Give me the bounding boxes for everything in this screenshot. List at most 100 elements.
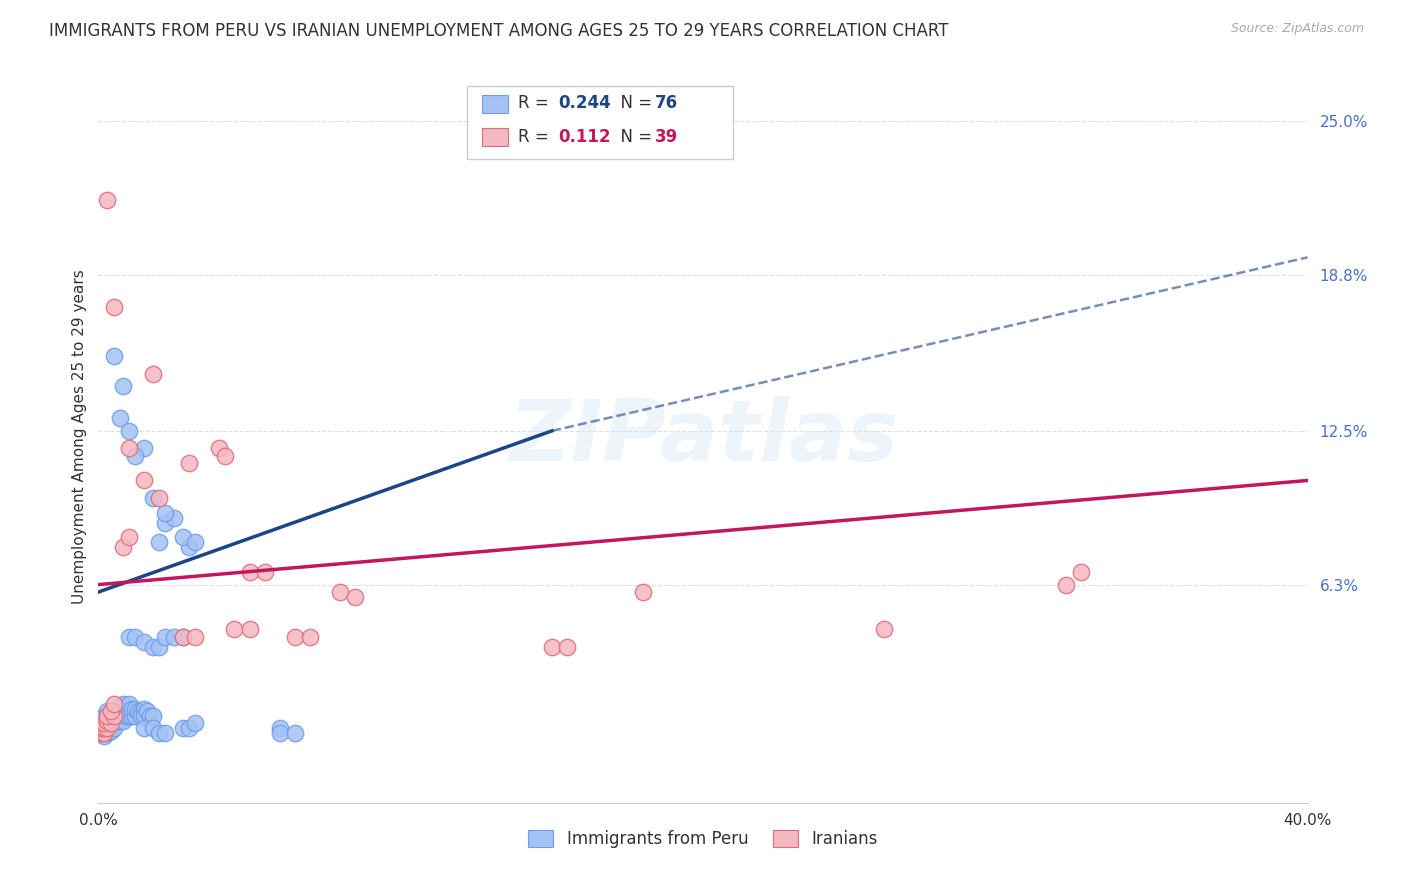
- Point: [108, 714, 131, 728]
- Point: [96, 194, 118, 208]
- Point: [93, 729, 115, 743]
- Point: [269, 722, 291, 736]
- Point: [100, 716, 122, 731]
- Text: N =: N =: [610, 128, 657, 146]
- Point: [90, 722, 112, 736]
- Point: [105, 709, 128, 723]
- Point: [153, 726, 176, 740]
- Point: [124, 701, 146, 715]
- Point: [114, 704, 136, 718]
- Text: 76: 76: [655, 94, 678, 112]
- Point: [100, 719, 122, 733]
- Point: [329, 585, 352, 599]
- Point: [90, 726, 112, 740]
- Text: R =: R =: [517, 128, 560, 146]
- Point: [269, 726, 291, 740]
- Point: [299, 630, 322, 644]
- Text: IMMIGRANTS FROM PERU VS IRANIAN UNEMPLOYMENT AMONG AGES 25 TO 29 YEARS CORRELATI: IMMIGRANTS FROM PERU VS IRANIAN UNEMPLOY…: [49, 22, 949, 40]
- Point: [208, 442, 231, 456]
- Point: [179, 456, 201, 470]
- Point: [163, 630, 186, 644]
- Point: [93, 726, 115, 740]
- Point: [118, 704, 141, 718]
- Point: [132, 701, 155, 715]
- Point: [93, 709, 115, 723]
- Point: [118, 424, 141, 438]
- Point: [142, 367, 165, 381]
- Point: [96, 722, 118, 736]
- Point: [100, 716, 122, 731]
- Point: [148, 491, 170, 505]
- Point: [253, 565, 276, 579]
- Point: [96, 722, 118, 736]
- Point: [184, 716, 207, 731]
- Point: [121, 709, 143, 723]
- Text: ZIPatlas: ZIPatlas: [508, 395, 898, 479]
- Point: [631, 585, 654, 599]
- Point: [111, 714, 134, 728]
- Text: N =: N =: [610, 94, 657, 112]
- Point: [184, 535, 207, 549]
- Point: [153, 506, 176, 520]
- Point: [121, 701, 143, 715]
- Point: [124, 449, 146, 463]
- Point: [284, 630, 307, 644]
- Point: [90, 726, 112, 740]
- Point: [108, 709, 131, 723]
- Point: [142, 640, 165, 654]
- Point: [100, 723, 122, 738]
- Point: [118, 630, 141, 644]
- Point: [100, 709, 122, 723]
- Point: [153, 630, 176, 644]
- Point: [103, 714, 125, 728]
- Point: [93, 723, 115, 738]
- Point: [142, 491, 165, 505]
- Point: [96, 714, 118, 728]
- Point: [103, 350, 125, 364]
- Point: [103, 709, 125, 723]
- Point: [111, 379, 134, 393]
- Text: R =: R =: [517, 94, 554, 112]
- Point: [111, 697, 134, 711]
- Point: [90, 722, 112, 736]
- Point: [132, 634, 155, 648]
- Text: 0.112: 0.112: [558, 128, 610, 146]
- Point: [111, 709, 134, 723]
- Point: [118, 709, 141, 723]
- Bar: [482, 128, 509, 146]
- Point: [148, 640, 170, 654]
- Point: [239, 565, 262, 579]
- Legend: Immigrants from Peru, Iranians: Immigrants from Peru, Iranians: [520, 822, 886, 856]
- Point: [132, 442, 155, 456]
- Point: [118, 531, 141, 545]
- Point: [103, 722, 125, 736]
- Text: 39: 39: [655, 128, 678, 146]
- Point: [96, 709, 118, 723]
- Point: [100, 704, 122, 718]
- Point: [135, 704, 157, 718]
- Point: [172, 630, 194, 644]
- Point: [172, 722, 194, 736]
- Point: [132, 722, 155, 736]
- Point: [96, 704, 118, 718]
- Bar: [482, 95, 509, 113]
- Point: [111, 541, 134, 555]
- Point: [90, 716, 112, 731]
- Point: [148, 726, 170, 740]
- Point: [153, 516, 176, 530]
- Point: [129, 709, 152, 723]
- Point: [103, 704, 125, 718]
- Point: [873, 622, 896, 636]
- Y-axis label: Unemployment Among Ages 25 to 29 years: Unemployment Among Ages 25 to 29 years: [72, 269, 87, 605]
- Point: [179, 541, 201, 555]
- Point: [103, 300, 125, 314]
- Point: [127, 704, 149, 718]
- Point: [132, 474, 155, 488]
- Point: [118, 442, 141, 456]
- Point: [179, 722, 201, 736]
- Point: [96, 714, 118, 728]
- Point: [540, 640, 562, 654]
- Point: [224, 622, 246, 636]
- Point: [103, 697, 125, 711]
- Point: [172, 630, 194, 644]
